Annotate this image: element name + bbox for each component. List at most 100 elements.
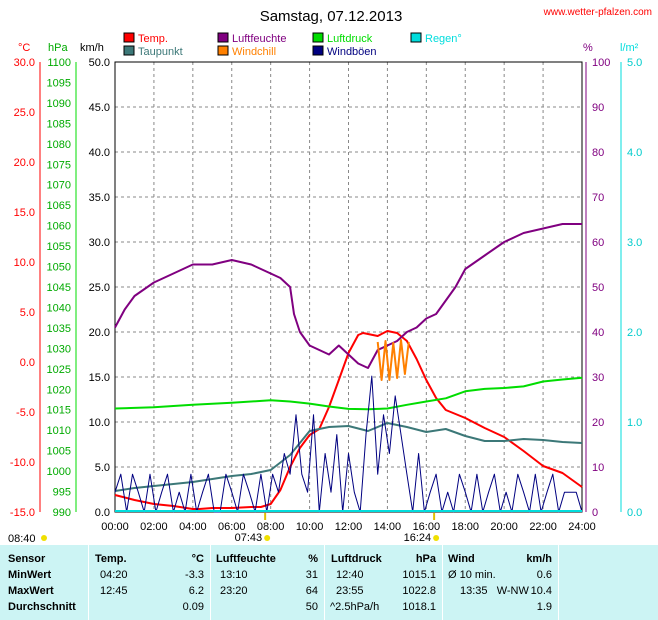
rain-tick-label: 3.0 <box>627 237 642 249</box>
legend-swatch <box>217 32 229 43</box>
humidity-value: 50 <box>305 601 318 613</box>
wind-value: 1.9 <box>536 601 552 613</box>
hpa-tick-label: 1025 <box>47 364 71 376</box>
series-taupunkt <box>114 422 583 492</box>
percent-tick-label: 50 <box>592 282 604 294</box>
percent-tick-label: 70 <box>592 192 604 204</box>
hpa-tick-label: 1045 <box>47 282 71 294</box>
series-luftdruck <box>114 376 583 411</box>
hpa-tick-label: 1100 <box>47 57 71 69</box>
legend-swatch <box>123 45 135 56</box>
row-label: MaxWert <box>8 585 54 597</box>
legend-swatch <box>123 32 135 43</box>
temp-time: 12:45 <box>100 585 128 597</box>
legend-swatch <box>410 32 422 43</box>
axis-unit-percent: % <box>583 42 593 54</box>
col-divider <box>558 545 559 620</box>
header-wind: Wind <box>448 553 475 565</box>
series-windb-en <box>114 375 583 513</box>
wind-time: Ø 10 min. <box>448 569 496 581</box>
rain-tick-label: 5.0 <box>627 57 642 69</box>
celsius-tick-label: -10.0 <box>10 457 35 469</box>
percent-tick-label: 30 <box>592 372 604 384</box>
series-luftfeuchte <box>114 223 582 369</box>
wind-value: 10.4 <box>530 585 552 597</box>
axis-unit-kmh: km/h <box>80 42 104 54</box>
rain-tick-label: 2.0 <box>627 327 642 339</box>
sun-icon <box>41 535 47 541</box>
celsius-tick-label: 30.0 <box>14 57 35 69</box>
row-label: Durchschnitt <box>8 601 76 613</box>
hpa-tick-label: 1035 <box>47 323 71 335</box>
kmh-tick-label: 20.0 <box>89 327 110 339</box>
time-tick-label: 18:00 <box>451 521 479 533</box>
celsius-tick-label: 15.0 <box>14 207 35 219</box>
sunrise-icon <box>264 535 271 541</box>
hpa-tick-label: 1005 <box>47 446 71 458</box>
rain-tick-label: 0.0 <box>627 507 642 519</box>
wind-time: 13:35 W-NW <box>460 585 529 597</box>
percent-tick-label: 90 <box>592 102 604 114</box>
percent-tick-label: 20 <box>592 417 604 429</box>
axis-unit-hpa: hPa <box>48 42 68 54</box>
hpa-tick-label: 990 <box>53 507 71 519</box>
header-temp: Temp. <box>95 553 127 565</box>
sun-times: 08:40 07:43 16:24 <box>8 513 440 545</box>
humidity-time: 13:10 <box>220 569 248 581</box>
time-tick-label: 12:00 <box>335 521 363 533</box>
weather-chart: Samstag, 07.12.2013 www.wetter-pfalzen.c… <box>8 7 652 545</box>
celsius-tick-label: 0.0 <box>20 357 35 369</box>
time-tick-label: 10:00 <box>296 521 324 533</box>
kmh-tick-label: 40.0 <box>89 147 110 159</box>
temp-value: 0.09 <box>182 601 204 613</box>
hpa-tick-label: 1065 <box>47 200 71 212</box>
col-divider <box>442 545 443 620</box>
kmh-tick-label: 10.0 <box>89 417 110 429</box>
axis-units: °C hPa km/h% l/m² <box>18 42 639 54</box>
legend-label: Windchill <box>232 46 276 58</box>
time-tick-label: 20:00 <box>490 521 518 533</box>
axis-unit-celsius: °C <box>18 42 30 54</box>
kmh-tick-label: 30.0 <box>89 237 110 249</box>
kmh-tick-label: 35.0 <box>89 192 110 204</box>
pressure-value: 1015.1 <box>402 569 436 581</box>
time-tick-label: 02:00 <box>140 521 168 533</box>
rain-tick-label: 1.0 <box>627 417 642 429</box>
chart-title: Samstag, 07.12.2013 <box>260 8 403 25</box>
legend-label: Regen° <box>425 33 462 45</box>
hpa-tick-label: 1075 <box>47 159 71 171</box>
chart-legend: Temp. Luftfeuchte Luftdruck Regen° Taupunkt W… <box>123 32 462 58</box>
hpa-tick-label: 1080 <box>47 139 71 151</box>
temp-time: 04:20 <box>100 569 128 581</box>
sunshine-label: 08:40 <box>8 533 36 545</box>
col-divider <box>324 545 325 620</box>
website-link[interactable]: www.wetter-pfalzen.com <box>543 7 652 18</box>
series-temp <box>114 330 583 510</box>
hpa-tick-label: 1090 <box>47 98 71 110</box>
sunrise-time: 07:43 <box>235 532 263 544</box>
statistics-table: Sensor Temp. °C Luftfeuchte % Luftdruck … <box>0 545 658 620</box>
hpa-tick-label: 1030 <box>47 343 71 355</box>
hpa-tick-label: 1055 <box>47 241 71 253</box>
header-temp-unit: °C <box>191 553 204 565</box>
celsius-tick-label: -5.0 <box>16 407 35 419</box>
rain-tick-label: 4.0 <box>627 147 642 159</box>
time-tick-label: 24:00 <box>568 521 596 533</box>
kmh-tick-label: 45.0 <box>89 102 110 114</box>
hpa-tick-label: 1050 <box>47 262 71 274</box>
time-tick-label: 08:00 <box>257 521 285 533</box>
temp-value: -3.3 <box>185 569 204 581</box>
pressure-value: 1022.8 <box>402 585 436 597</box>
temp-value: 6.2 <box>188 585 204 597</box>
celsius-tick-label: 5.0 <box>20 307 35 319</box>
hpa-tick-label: 1015 <box>47 405 71 417</box>
pressure-value: 1018.1 <box>402 601 436 613</box>
hpa-tick-label: 995 <box>53 487 71 499</box>
header-pressure: Luftdruck <box>331 553 382 565</box>
pressure-time: 23:55 <box>336 585 364 597</box>
axis-unit-rain: l/m² <box>620 42 639 54</box>
axis-lines <box>39 62 622 512</box>
left-axis-ticks: 30.0 25.0 20.0 15.0 10.0 5.0 0.0 -5.0 -10.0 -15.0… <box>10 57 110 519</box>
kmh-tick-label: 50.0 <box>89 57 110 69</box>
hpa-tick-label: 1040 <box>47 302 71 314</box>
